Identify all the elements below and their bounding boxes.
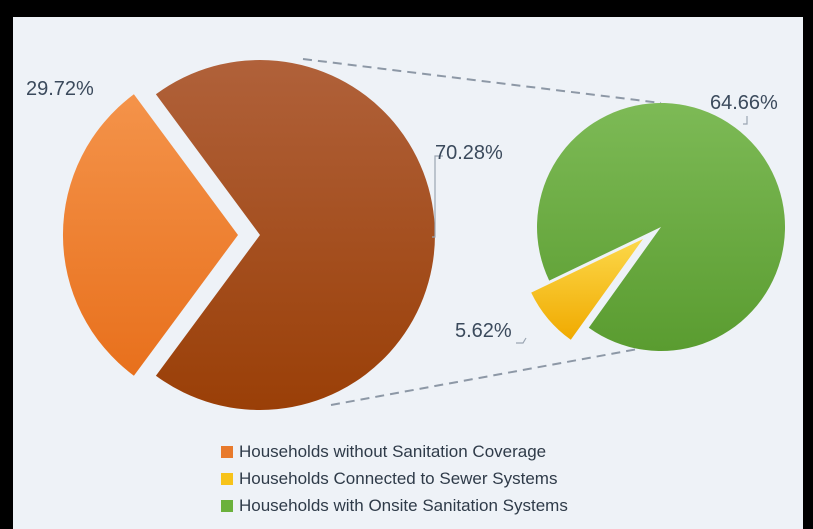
legend-swatch bbox=[221, 499, 233, 512]
connector-line-top bbox=[302, 58, 662, 104]
data-label: 29.72% bbox=[26, 78, 94, 100]
data-label: 70.28% bbox=[435, 142, 503, 164]
legend: Households without Sanitation Coverage H… bbox=[221, 438, 568, 519]
legend-item: Households Connected to Sewer Systems bbox=[221, 465, 568, 492]
legend-swatch bbox=[221, 445, 233, 458]
connector-line-bottom bbox=[330, 348, 639, 406]
legend-label: Households with Onsite Sanitation System… bbox=[239, 495, 568, 515]
data-label: 64.66% bbox=[710, 92, 778, 114]
leader-line bbox=[743, 116, 748, 125]
legend-label: Households without Sanitation Coverage bbox=[239, 441, 547, 461]
leader-line bbox=[432, 155, 443, 238]
legend-label: Households Connected to Sewer Systems bbox=[239, 468, 558, 488]
data-label: 5.62% bbox=[455, 320, 512, 342]
pie-of-pie-chart: 29.72% 70.28% 64.66% 5.62% bbox=[26, 58, 786, 410]
legend-item: Households with Onsite Sanitation System… bbox=[221, 492, 568, 519]
legend-swatch bbox=[221, 472, 233, 485]
legend-item: Households without Sanitation Coverage bbox=[221, 438, 568, 465]
secondary-pie-slice bbox=[531, 239, 643, 340]
leader-line bbox=[516, 337, 527, 344]
main-pie-slice bbox=[62, 94, 238, 376]
main-pie-slice bbox=[155, 60, 435, 410]
plot-area: 29.72% 70.28% 64.66% 5.62% Households wi… bbox=[13, 17, 803, 529]
secondary-pie-slice bbox=[537, 102, 786, 351]
